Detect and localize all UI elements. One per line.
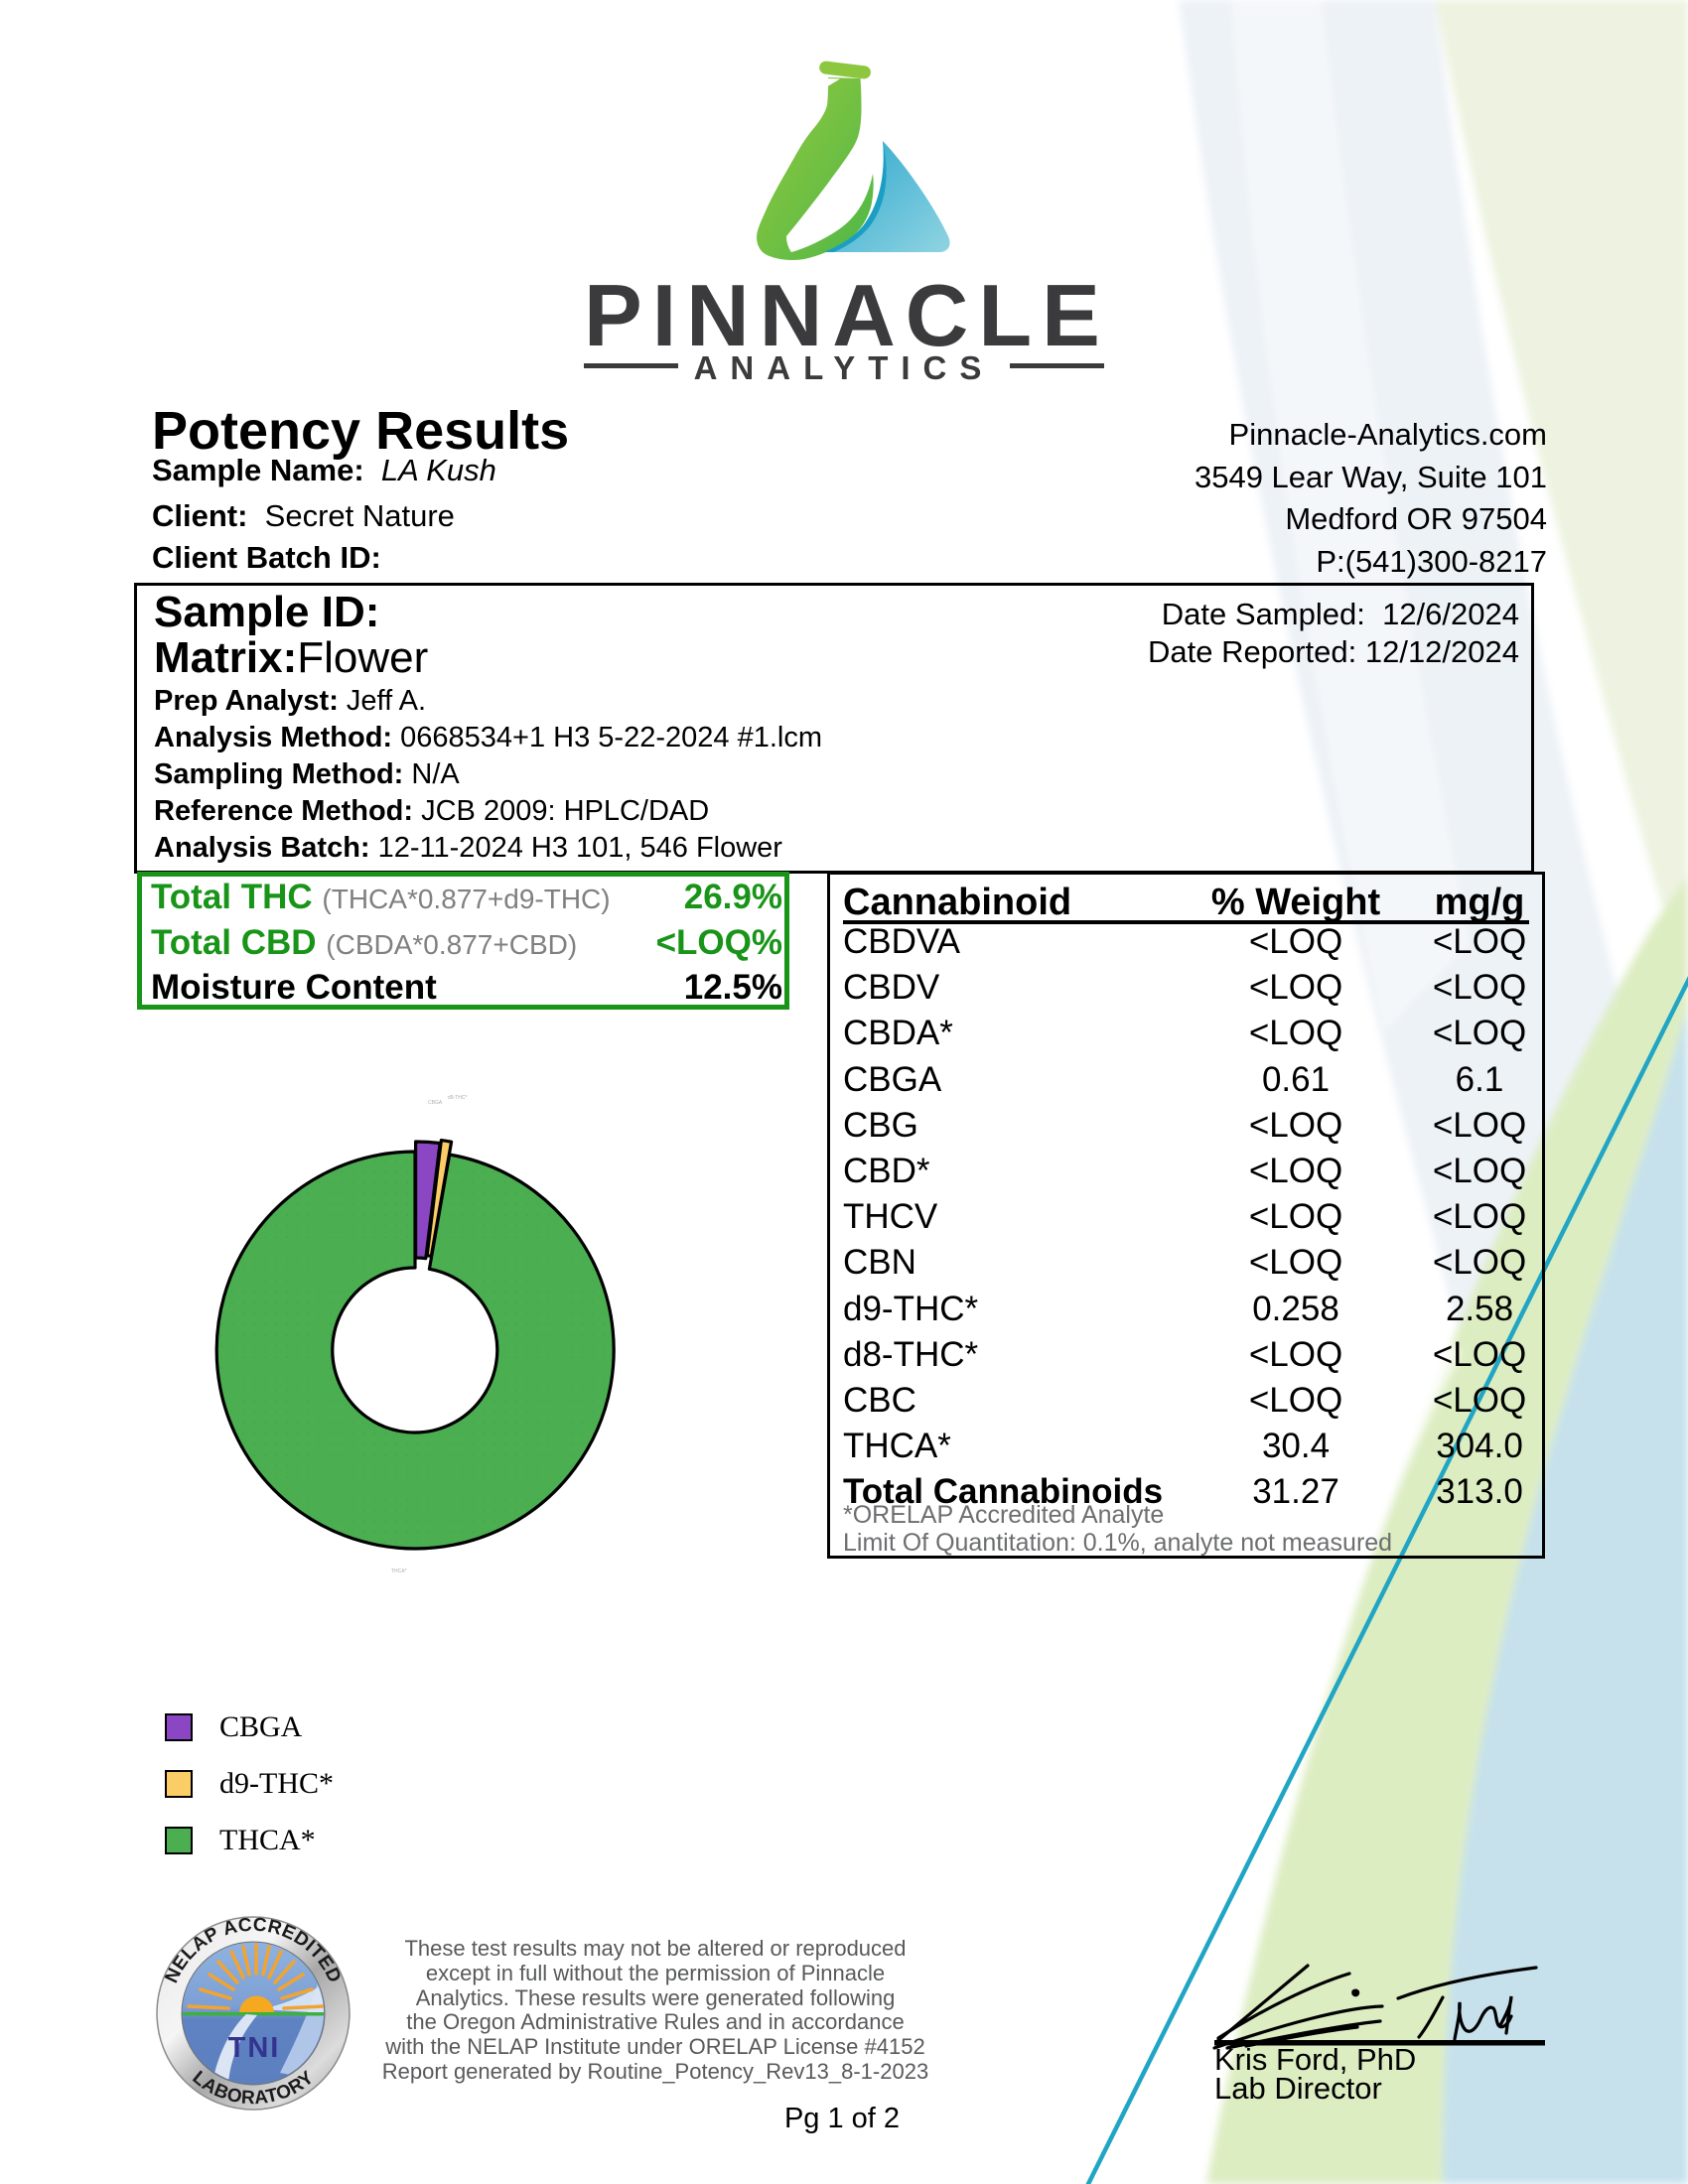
svg-text:CBGA: CBGA: [428, 1100, 443, 1106]
svg-text:THCA*: THCA*: [391, 1569, 407, 1574]
svg-text:d9-THC*: d9-THC*: [448, 1095, 468, 1101]
svg-text:TNI: TNI: [228, 2032, 281, 2064]
